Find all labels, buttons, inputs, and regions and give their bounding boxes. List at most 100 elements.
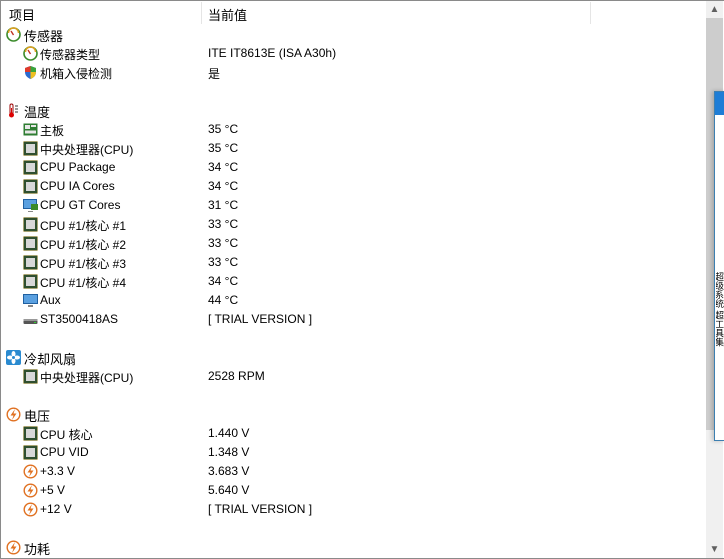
sensor-row[interactable]: +3.3 V 3.683 V bbox=[1, 462, 706, 481]
sensor-row[interactable]: +5 V 5.640 V bbox=[1, 481, 706, 500]
hard-drive-icon bbox=[23, 312, 38, 327]
sensor-row[interactable]: ST3500418AS [ TRIAL VERSION ] bbox=[1, 310, 706, 329]
sensor-label: CPU #1/核心 #1 bbox=[40, 219, 127, 233]
blank-row bbox=[1, 386, 706, 405]
blank-row bbox=[1, 519, 706, 538]
shield-icon bbox=[23, 65, 38, 80]
chip-icon bbox=[23, 179, 38, 194]
sensor-label: 功耗 bbox=[24, 542, 51, 557]
chip-icon bbox=[23, 141, 38, 156]
sensor-row[interactable]: 主板 35 °C bbox=[1, 120, 706, 139]
sensor-row[interactable]: +12 V [ TRIAL VERSION ] bbox=[1, 500, 706, 519]
sensor-label: CPU GT Cores bbox=[40, 198, 121, 212]
sensor-value: 35 °C bbox=[208, 141, 239, 155]
sensor-row[interactable]: CPU Package 34 °C bbox=[1, 158, 706, 177]
sensor-value: 33 °C bbox=[208, 217, 239, 231]
chip-icon bbox=[23, 426, 38, 441]
sensor-group[interactable]: 电压 bbox=[1, 405, 706, 424]
sensor-group[interactable]: 传感器 bbox=[1, 25, 706, 44]
sensor-label: ST3500418AS bbox=[40, 312, 119, 326]
sensor-row[interactable]: CPU #1/核心 #1 33 °C bbox=[1, 215, 706, 234]
sensor-group[interactable]: 冷却风扇 bbox=[1, 348, 706, 367]
sensor-row[interactable]: CPU #1/核心 #3 33 °C bbox=[1, 253, 706, 272]
sensor-list: 传感器 传感器类型 ITE IT8613E (ISA A30h) 机箱入侵检测 是温度主… bbox=[1, 25, 706, 557]
sensor-value: 44 °C bbox=[208, 293, 239, 307]
partial-side-window[interactable]: 超级系统 超工具集 bbox=[714, 91, 724, 441]
sensor-label: CPU VID bbox=[40, 445, 89, 459]
sensor-label: +12 V bbox=[40, 502, 72, 516]
sensor-label: CPU Package bbox=[40, 160, 116, 174]
sensor-row[interactable]: CPU GT Cores 31 °C bbox=[1, 196, 706, 215]
chip-icon bbox=[23, 236, 38, 251]
sensor-value: 1.440 V bbox=[208, 426, 250, 440]
sensor-label: +5 V bbox=[40, 483, 66, 497]
sensor-value: 31 °C bbox=[208, 198, 239, 212]
sensor-label: Aux bbox=[40, 293, 61, 307]
blank-row bbox=[1, 329, 706, 348]
gauge-icon bbox=[6, 27, 21, 42]
sensor-group[interactable]: 温度 bbox=[1, 101, 706, 120]
voltage-icon bbox=[23, 502, 38, 517]
sensor-label: CPU IA Cores bbox=[40, 179, 115, 193]
list-header: 项目 当前值 bbox=[1, 1, 706, 25]
sensor-label: 机箱入侵检测 bbox=[40, 67, 113, 81]
voltage-icon bbox=[23, 483, 38, 498]
side-window-titlebar[interactable] bbox=[715, 92, 724, 115]
sensor-value: 2528 RPM bbox=[208, 369, 265, 383]
chip-icon bbox=[23, 255, 38, 270]
fan-icon bbox=[6, 350, 21, 365]
voltage-icon bbox=[6, 540, 21, 555]
sensor-value: 是 bbox=[208, 67, 221, 81]
blank-row bbox=[1, 82, 706, 101]
chip-icon bbox=[23, 160, 38, 175]
sensor-value: ITE IT8613E (ISA A30h) bbox=[208, 46, 337, 60]
sensor-label: 中央处理器(CPU) bbox=[40, 371, 134, 385]
gauge-icon bbox=[23, 46, 38, 61]
sensor-value: 35 °C bbox=[208, 122, 239, 136]
sensor-label: 电压 bbox=[24, 409, 51, 424]
column-divider[interactable] bbox=[590, 2, 591, 24]
sensor-row[interactable]: 传感器类型 ITE IT8613E (ISA A30h) bbox=[1, 44, 706, 63]
column-header-value[interactable]: 当前值 bbox=[208, 8, 248, 23]
sensor-row[interactable]: 机箱入侵检测 是 bbox=[1, 63, 706, 82]
sensor-row[interactable]: CPU VID 1.348 V bbox=[1, 443, 706, 462]
sensor-value: 1.348 V bbox=[208, 445, 250, 459]
sensor-label: +3.3 V bbox=[40, 464, 76, 478]
sensor-value: 33 °C bbox=[208, 236, 239, 250]
sensor-label: 传感器类型 bbox=[40, 48, 101, 62]
thermometer-icon bbox=[6, 103, 21, 118]
column-header-item[interactable]: 项目 bbox=[9, 8, 36, 23]
gpu-monitor-icon bbox=[23, 198, 38, 213]
sensor-label: CPU #1/核心 #4 bbox=[40, 276, 127, 290]
sensor-label: CPU #1/核心 #3 bbox=[40, 257, 127, 271]
sensor-value: 34 °C bbox=[208, 179, 239, 193]
sensor-label: 温度 bbox=[24, 105, 51, 120]
scroll-up-icon[interactable]: ▲ bbox=[709, 4, 720, 15]
motherboard-icon bbox=[23, 122, 38, 137]
voltage-icon bbox=[23, 464, 38, 479]
sensor-label: CPU 核心 bbox=[40, 428, 93, 442]
sensor-group[interactable]: 功耗 bbox=[1, 538, 706, 557]
scroll-down-icon[interactable]: ▼ bbox=[709, 544, 720, 555]
sensor-row[interactable]: CPU 核心 1.440 V bbox=[1, 424, 706, 443]
sensor-value: [ TRIAL VERSION ] bbox=[208, 312, 313, 326]
column-divider[interactable] bbox=[201, 2, 202, 24]
sensor-value: 33 °C bbox=[208, 255, 239, 269]
sensor-row[interactable]: Aux 44 °C bbox=[1, 291, 706, 310]
sensor-label: 传感器 bbox=[24, 29, 64, 44]
side-window-text: 超级系统 超工具集 bbox=[716, 272, 724, 347]
sensor-value: 34 °C bbox=[208, 160, 239, 174]
sensor-value: [ TRIAL VERSION ] bbox=[208, 502, 313, 516]
sensor-label: CPU #1/核心 #2 bbox=[40, 238, 127, 252]
sensor-label: 中央处理器(CPU) bbox=[40, 143, 134, 157]
sensor-row[interactable]: CPU IA Cores 34 °C bbox=[1, 177, 706, 196]
sensor-row[interactable]: 中央处理器(CPU) 2528 RPM bbox=[1, 367, 706, 386]
chip-icon bbox=[23, 369, 38, 384]
sensor-value: 3.683 V bbox=[208, 464, 250, 478]
sensor-row[interactable]: CPU #1/核心 #4 34 °C bbox=[1, 272, 706, 291]
sensor-row[interactable]: CPU #1/核心 #2 33 °C bbox=[1, 234, 706, 253]
sensor-row[interactable]: 中央处理器(CPU) 35 °C bbox=[1, 139, 706, 158]
monitor-icon bbox=[23, 293, 38, 308]
chip-icon bbox=[23, 274, 38, 289]
sensor-label: 主板 bbox=[40, 124, 65, 138]
